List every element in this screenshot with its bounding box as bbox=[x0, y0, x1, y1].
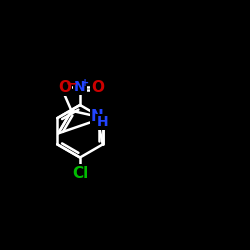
Text: −: − bbox=[66, 76, 77, 90]
Text: H: H bbox=[97, 115, 108, 129]
Text: N: N bbox=[74, 80, 86, 94]
Text: +: + bbox=[81, 78, 89, 88]
Text: O: O bbox=[92, 80, 104, 94]
Text: Cl: Cl bbox=[72, 166, 88, 180]
Text: N: N bbox=[91, 109, 104, 124]
Text: O: O bbox=[58, 80, 71, 94]
